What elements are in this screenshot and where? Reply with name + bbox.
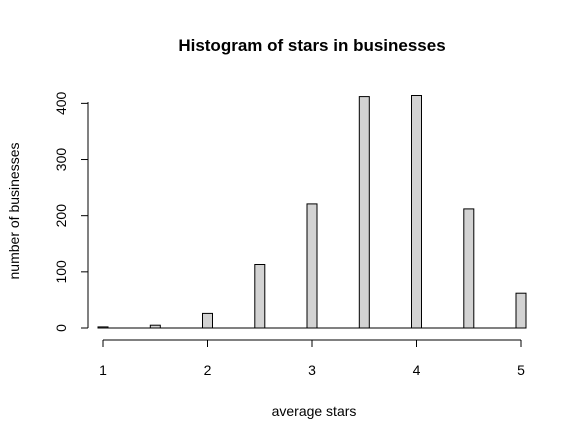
y-tick-label: 0 [53, 324, 69, 332]
x-axis-label: average stars [272, 403, 357, 419]
histogram-bar [97, 326, 109, 329]
x-axis: 1 2 3 4 5 [99, 339, 525, 378]
x-tick-label: 1 [99, 362, 107, 378]
y-tick-label: 200 [53, 204, 69, 228]
x-tick-label: 2 [204, 362, 212, 378]
y-axis-label: number of businesses [6, 143, 22, 280]
chart-title: Histogram of stars in businesses [178, 36, 445, 55]
x-tick-label: 5 [517, 362, 525, 378]
y-tick-label: 300 [53, 148, 69, 172]
histogram-bar [149, 324, 161, 329]
histogram-bar [254, 264, 266, 329]
x-tick-label: 4 [413, 362, 421, 378]
histogram-bar [358, 96, 370, 329]
y-tick-label: 400 [53, 91, 69, 115]
y-tick-label: 100 [53, 260, 69, 284]
y-axis: 0 100 200 300 400 [53, 91, 89, 332]
histogram-bar [202, 312, 213, 329]
histogram-bar [463, 208, 475, 329]
histogram-bar [515, 292, 527, 329]
histogram-bar [411, 95, 422, 329]
histogram-bar [306, 203, 318, 329]
bars-group [97, 95, 527, 329]
x-tick-label: 3 [308, 362, 316, 378]
